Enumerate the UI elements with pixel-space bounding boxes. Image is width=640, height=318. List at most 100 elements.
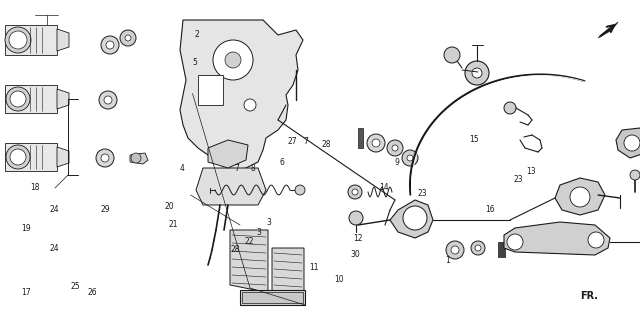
Circle shape: [349, 211, 363, 225]
Polygon shape: [208, 140, 248, 168]
Circle shape: [6, 87, 30, 111]
Text: 4: 4: [180, 164, 185, 173]
Text: 29: 29: [100, 205, 111, 214]
Text: 23: 23: [417, 190, 428, 198]
Text: FR.: FR.: [580, 291, 598, 301]
Circle shape: [403, 206, 427, 230]
Circle shape: [392, 145, 398, 151]
Polygon shape: [498, 242, 505, 257]
Polygon shape: [57, 89, 69, 109]
Text: 14: 14: [379, 183, 389, 192]
Circle shape: [465, 61, 489, 85]
Circle shape: [120, 30, 136, 46]
Circle shape: [218, 145, 238, 165]
Circle shape: [352, 189, 358, 195]
Circle shape: [402, 150, 418, 166]
Polygon shape: [272, 248, 304, 298]
Circle shape: [372, 139, 380, 147]
Circle shape: [472, 68, 482, 78]
Circle shape: [101, 154, 109, 162]
Circle shape: [104, 96, 112, 104]
Circle shape: [101, 36, 119, 54]
Text: 6: 6: [279, 158, 284, 167]
Text: 7: 7: [303, 137, 308, 146]
Text: 11: 11: [309, 263, 318, 272]
Polygon shape: [5, 143, 57, 171]
Text: 24: 24: [49, 244, 60, 252]
Text: 20: 20: [164, 202, 175, 211]
Circle shape: [367, 134, 385, 152]
Circle shape: [99, 91, 117, 109]
Circle shape: [387, 140, 403, 156]
Text: 28: 28: [322, 140, 331, 149]
Text: 15: 15: [468, 135, 479, 144]
Text: 22: 22: [245, 237, 254, 246]
Circle shape: [125, 35, 131, 41]
Text: 10: 10: [334, 275, 344, 284]
Circle shape: [407, 155, 413, 161]
Polygon shape: [598, 22, 618, 38]
Polygon shape: [230, 230, 268, 292]
Text: 9: 9: [394, 158, 399, 167]
Text: 21: 21: [168, 220, 177, 229]
Text: 3: 3: [257, 228, 262, 237]
Circle shape: [96, 149, 114, 167]
Circle shape: [475, 245, 481, 251]
Circle shape: [451, 246, 459, 254]
Polygon shape: [358, 128, 363, 148]
Text: 28: 28: [231, 245, 240, 254]
Text: 19: 19: [20, 225, 31, 233]
Text: 12: 12: [354, 234, 363, 243]
Circle shape: [471, 241, 485, 255]
Polygon shape: [5, 85, 57, 113]
Text: 30: 30: [350, 250, 360, 259]
Circle shape: [6, 145, 30, 169]
Circle shape: [10, 91, 26, 107]
Polygon shape: [196, 168, 266, 205]
Text: 13: 13: [526, 167, 536, 176]
Circle shape: [630, 170, 640, 180]
Polygon shape: [5, 25, 57, 55]
Circle shape: [225, 52, 241, 68]
Text: 7: 7: [234, 164, 239, 173]
Text: 16: 16: [484, 205, 495, 214]
Circle shape: [348, 185, 362, 199]
Polygon shape: [555, 178, 605, 215]
Circle shape: [5, 27, 31, 53]
Polygon shape: [390, 200, 433, 238]
Text: 18: 18: [31, 183, 40, 192]
Circle shape: [570, 187, 590, 207]
Text: 17: 17: [20, 288, 31, 297]
Polygon shape: [57, 147, 69, 167]
Circle shape: [624, 135, 640, 151]
Text: 27: 27: [287, 137, 297, 146]
Circle shape: [131, 153, 141, 163]
Text: 8: 8: [250, 164, 255, 173]
Circle shape: [10, 149, 26, 165]
Text: 3: 3: [266, 218, 271, 227]
Circle shape: [224, 151, 232, 159]
Polygon shape: [242, 292, 303, 303]
Polygon shape: [180, 20, 303, 170]
Text: 23: 23: [513, 175, 524, 184]
Polygon shape: [130, 153, 148, 164]
Text: 26: 26: [88, 288, 98, 297]
Circle shape: [213, 40, 253, 80]
Text: 1: 1: [445, 256, 451, 265]
Circle shape: [244, 99, 256, 111]
Polygon shape: [198, 75, 223, 105]
Circle shape: [106, 41, 114, 49]
Polygon shape: [57, 29, 69, 51]
Text: 24: 24: [49, 205, 60, 214]
Circle shape: [507, 234, 523, 250]
Polygon shape: [240, 290, 305, 305]
Text: 5: 5: [193, 58, 198, 66]
Polygon shape: [504, 222, 610, 255]
Polygon shape: [616, 128, 640, 158]
Circle shape: [444, 47, 460, 63]
Text: 25: 25: [70, 282, 81, 291]
Circle shape: [504, 102, 516, 114]
Circle shape: [446, 241, 464, 259]
Circle shape: [588, 232, 604, 248]
Circle shape: [295, 185, 305, 195]
